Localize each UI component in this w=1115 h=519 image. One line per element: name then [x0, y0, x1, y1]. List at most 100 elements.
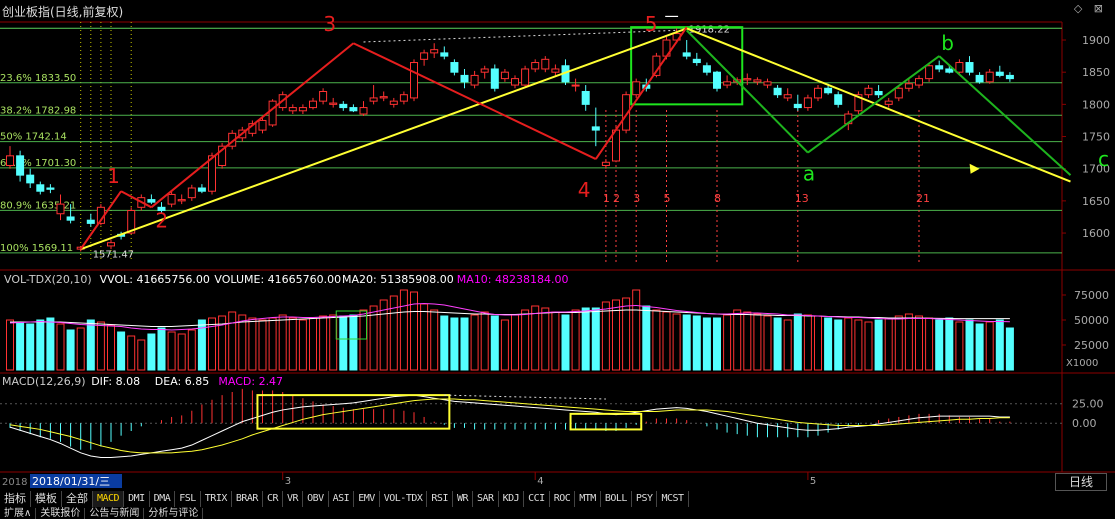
tab-全部[interactable]: 全部: [62, 491, 93, 507]
macd-dea-line: [9, 398, 1010, 454]
candle-body: [814, 87, 822, 99]
tab-obv[interactable]: OBV: [303, 491, 329, 507]
tab-kdj[interactable]: KDJ: [499, 491, 525, 507]
tab-mcst[interactable]: MCST: [657, 491, 689, 507]
vol-tick-label: 25000: [1074, 339, 1109, 352]
volume-bar: [692, 315, 701, 371]
tab-roc[interactable]: ROC: [550, 491, 576, 507]
volume-bar: [127, 335, 136, 371]
candle-body: [723, 81, 732, 86]
tab-sar[interactable]: SAR: [473, 491, 499, 507]
candle-body: [874, 90, 883, 96]
bottom-tab-3[interactable]: 分析与评论: [144, 508, 204, 519]
volume-bar: [56, 323, 65, 371]
candle-body: [258, 119, 267, 131]
period-selector[interactable]: 日线: [1055, 473, 1107, 491]
volume-bar: [349, 314, 358, 371]
volume-bar: [96, 321, 105, 371]
volume-bar: [682, 314, 691, 371]
volume-bar: [814, 315, 822, 371]
month-label: 5: [810, 476, 816, 487]
tab-emv[interactable]: EMV: [354, 491, 380, 507]
volume-bar: [571, 309, 580, 371]
macd-highlight-box: [569, 412, 643, 431]
volume-bar: [511, 314, 519, 371]
candle-body: [440, 52, 449, 57]
bottom-tab-0[interactable]: 扩展∧: [0, 508, 37, 519]
tab-boll[interactable]: BOLL: [601, 491, 632, 507]
candle-body: [581, 90, 590, 105]
close-icon[interactable]: ⊠: [1093, 2, 1107, 15]
volume-bar: [36, 319, 45, 371]
fib-level-label: 61.8% 1701.30: [0, 158, 76, 169]
tab-psy[interactable]: PSY: [632, 491, 658, 507]
tab-指标[interactable]: 指标: [0, 491, 31, 507]
tab-模板[interactable]: 模板: [31, 491, 62, 507]
vol-highlight-box: [335, 310, 368, 340]
tab-cr[interactable]: CR: [263, 491, 284, 507]
volume-bar: [723, 314, 732, 371]
candle-body: [702, 65, 711, 73]
indicator-tabs: 指标 模板 全部 MACD DMI DMA FSL TRIX BRAR CR VR OBV ASI EMV…: [0, 491, 689, 507]
candle-body: [460, 74, 469, 83]
window-controls[interactable]: ◇ ⊠: [1074, 2, 1107, 15]
tab-vol-tdx[interactable]: VOL-TDX: [380, 491, 428, 507]
candle-body: [682, 52, 691, 57]
volume-bar: [591, 307, 600, 371]
wave-red-label: 2: [155, 208, 168, 232]
candle-body: [793, 103, 802, 109]
volume-bar: [793, 313, 802, 371]
volume-bar: [298, 319, 307, 371]
volume-bar: [884, 317, 893, 371]
volume-bar: [460, 317, 469, 371]
volume-bar: [379, 299, 388, 371]
volume-bar: [26, 323, 35, 371]
volume-bar: [369, 305, 378, 371]
candle-body: [692, 58, 701, 64]
volume-bar: [632, 289, 641, 371]
candle-body: [803, 97, 812, 109]
month-label: 4: [537, 476, 543, 487]
tab-mtm[interactable]: MTM: [575, 491, 601, 507]
volume-bar: [399, 289, 408, 371]
month-label: 3: [285, 476, 291, 487]
macd-header-part: MACD(12,26,9): [2, 375, 86, 388]
candle-body: [541, 58, 550, 70]
volume-bar: [834, 319, 843, 371]
bottom-tab-1[interactable]: 关联报价: [36, 508, 86, 519]
macd-dif-line: [9, 394, 1010, 459]
tab-vr[interactable]: VR: [283, 491, 304, 507]
tab-brar[interactable]: BRAR: [232, 491, 263, 507]
candle-body: [329, 102, 338, 105]
tab-wr[interactable]: WR: [453, 491, 474, 507]
candle-body: [298, 107, 307, 112]
tab-fsl[interactable]: FSL: [175, 491, 201, 507]
candle-body: [884, 100, 893, 105]
volume-bar: [531, 305, 540, 371]
candle-body: [551, 68, 560, 73]
volume-bar: [672, 313, 681, 371]
restore-icon[interactable]: ◇: [1073, 2, 1087, 15]
volume-bar: [985, 321, 994, 371]
tab-dma[interactable]: DMA: [150, 491, 176, 507]
candle-body: [783, 94, 792, 99]
candle-body: [955, 62, 964, 73]
tab-macd[interactable]: MACD: [93, 491, 125, 507]
candle-body: [713, 71, 721, 89]
wave-green-label: b: [941, 31, 954, 55]
volume-bar: [339, 315, 348, 371]
tab-trix[interactable]: TRIX: [201, 491, 232, 507]
tab-dmi[interactable]: DMI: [124, 491, 150, 507]
candle-body: [319, 90, 328, 102]
tab-cci[interactable]: CCI: [524, 491, 550, 507]
volume-bar: [601, 301, 610, 371]
tab-asi[interactable]: ASI: [329, 491, 355, 507]
volume-bar: [753, 313, 762, 371]
trend-line: [686, 27, 1071, 183]
vol-ma10-line: [9, 302, 1010, 331]
bottom-tab-2[interactable]: 公告与新闻: [85, 508, 145, 519]
wave-green-label: c: [1098, 147, 1109, 171]
tab-rsi[interactable]: RSI: [427, 491, 453, 507]
volume-bar: [915, 315, 923, 371]
